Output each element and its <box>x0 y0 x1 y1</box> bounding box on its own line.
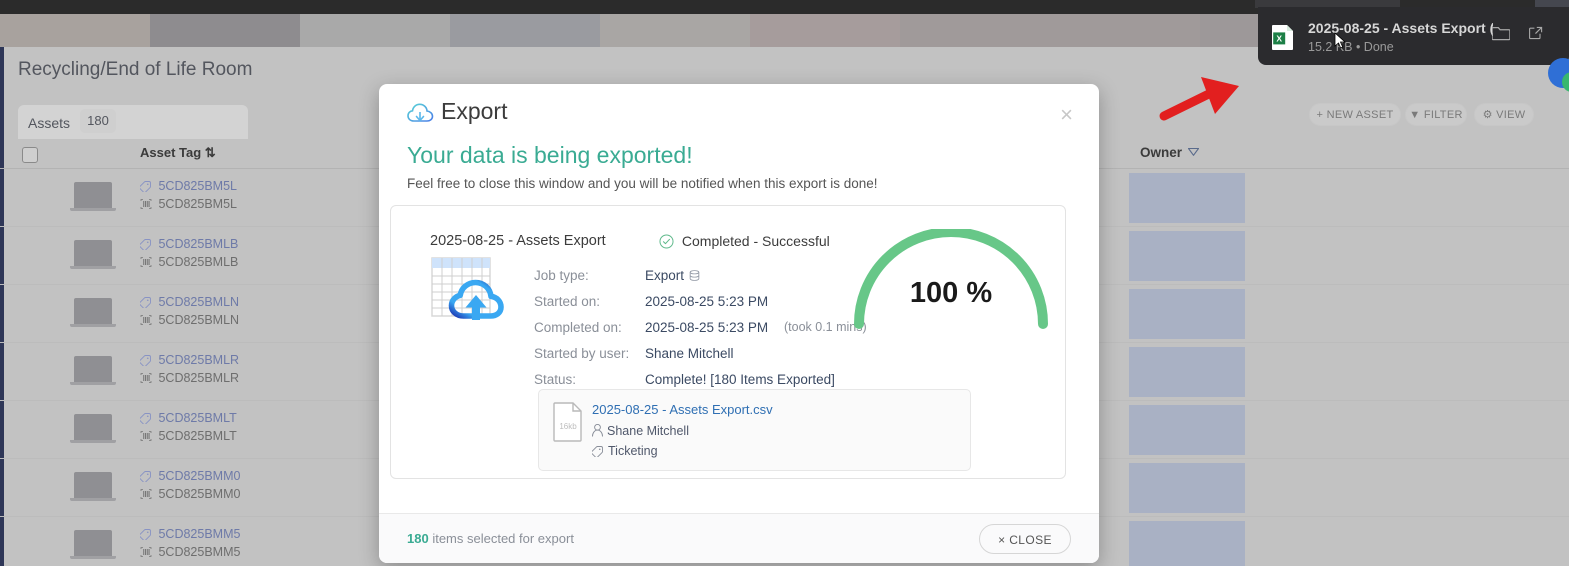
svg-text:16kb: 16kb <box>559 422 577 431</box>
svg-text:X: X <box>1276 34 1282 44</box>
